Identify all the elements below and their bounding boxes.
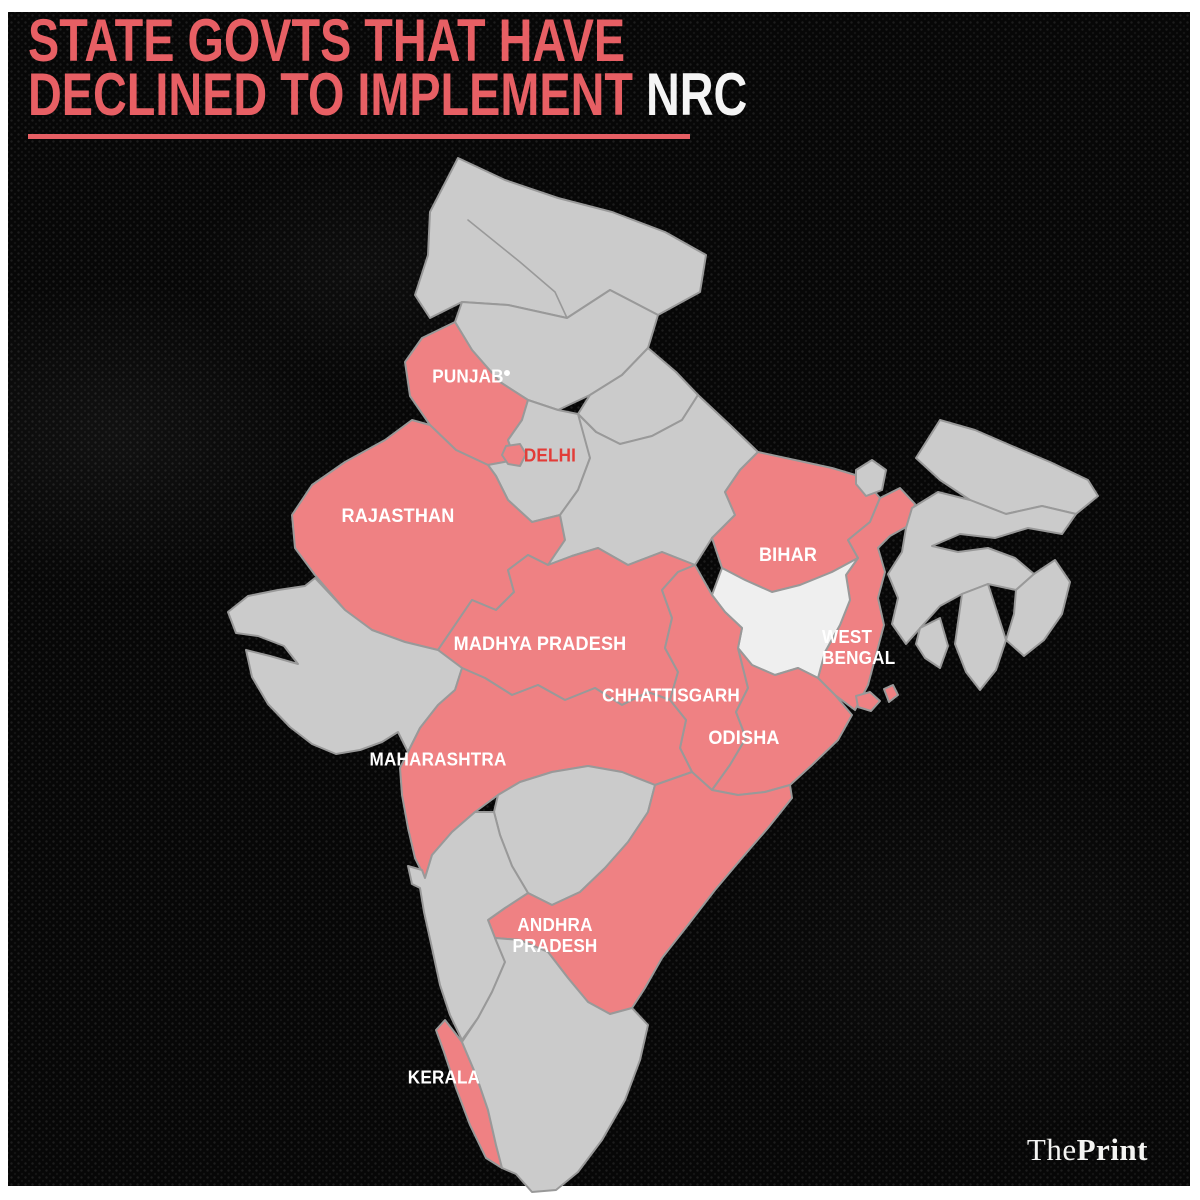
state-odisha [711, 647, 853, 796]
state-tripura [915, 617, 949, 669]
title-underline [28, 134, 690, 139]
state-assam [887, 491, 1077, 645]
chandigarh-dot [504, 370, 510, 376]
title-nrc-highlight: NRC [645, 61, 748, 128]
state-sikkim [855, 459, 887, 497]
header: STATE GOVTS THAT HAVE DECLINED TO IMPLEM… [28, 11, 950, 139]
title-line2: DECLINED TO IMPLEMENT [28, 61, 646, 128]
map-label-west-bengal: WEST BENGAL [822, 626, 896, 668]
state-tamil-nadu [461, 937, 649, 1193]
logo-the: The [1026, 1132, 1077, 1167]
map-label-andhra-pradesh: ANDHRA PRADESH [512, 914, 598, 956]
theprint-logo: ThePrint [1027, 1132, 1148, 1168]
state-gujarat [227, 577, 463, 755]
west-bengal-delta-island [855, 691, 881, 712]
state-nagaland-manipur [1005, 559, 1071, 657]
map-label-punjab: PUNJAB [432, 366, 504, 387]
map-label-delhi: DELHI [523, 445, 577, 466]
map-label-bihar: BIHAR [758, 544, 818, 566]
map-label-maharashtra: MAHARASHTRA [369, 749, 507, 770]
state-delhi [501, 443, 527, 467]
map-label-odisha: ODISHA [708, 727, 780, 749]
map-label-kerala: KERALA [407, 1067, 481, 1088]
west-bengal-delta-island-2 [883, 684, 899, 703]
state-mizoram [954, 583, 1007, 691]
page-title: STATE GOVTS THAT HAVE DECLINED TO IMPLEM… [28, 11, 747, 125]
map-label-rajasthan: RAJASTHAN [341, 505, 455, 527]
map-label-madhya-pradesh: MADHYA PRADESH [453, 633, 627, 655]
title-line1: STATE GOVTS THAT HAVE [28, 7, 626, 74]
border-jk-ladakh [467, 219, 568, 319]
map-label-chhattisgarh: CHHATTISGARH [602, 685, 740, 706]
logo-print: Print [1076, 1132, 1148, 1167]
